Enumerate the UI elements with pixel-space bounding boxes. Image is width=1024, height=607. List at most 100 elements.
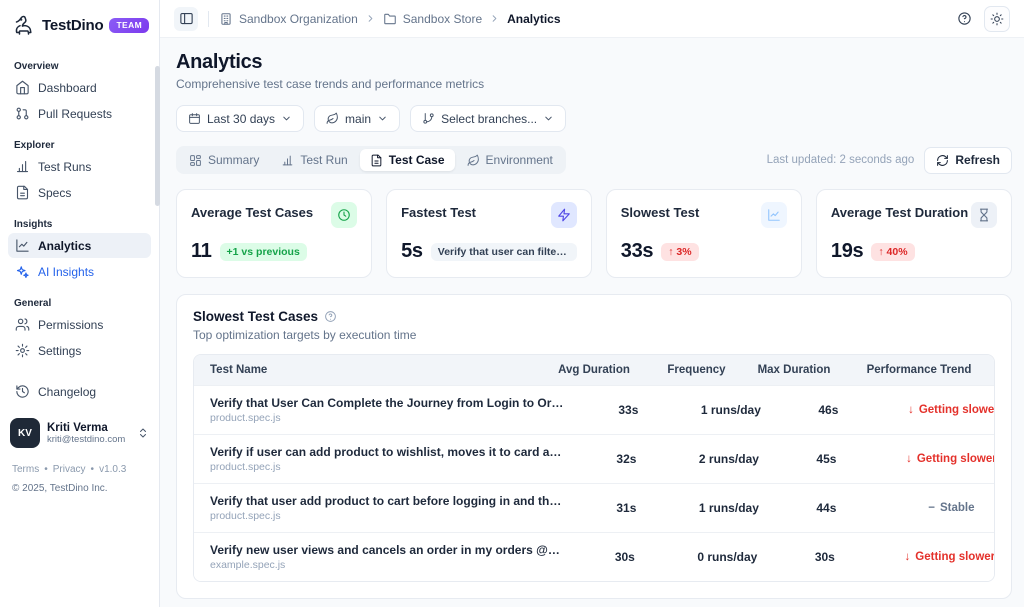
dot-separator: •	[90, 464, 95, 475]
brand-row[interactable]: TestDino TEAM	[0, 0, 159, 47]
table-row[interactable]: Verify new user views and cancels an ord…	[194, 532, 994, 581]
gear-icon	[15, 343, 30, 358]
tab-test-run[interactable]: Test Run	[271, 149, 357, 171]
frequency: 2 runs/day	[698, 452, 759, 466]
brand-name: TestDino	[42, 16, 104, 34]
page-title: Analytics	[176, 51, 263, 73]
user-name: Kriti Verma	[47, 421, 108, 434]
help-circle-icon[interactable]	[324, 310, 337, 323]
breadcrumb-org-label: Sandbox Organization	[239, 11, 358, 26]
stat-card-badge: ↑ 40%	[871, 242, 915, 261]
test-name: Verify if user can add product to wishli…	[210, 445, 562, 459]
privacy-link[interactable]: Privacy	[52, 464, 86, 475]
column-test-name: Test Name	[210, 364, 268, 376]
breadcrumb-org[interactable]: Sandbox Organization	[219, 12, 358, 26]
environment-filter[interactable]: main	[314, 105, 401, 132]
sidebar-item-label: Settings	[38, 343, 82, 358]
sidebar-item-label: Test Runs	[38, 159, 92, 174]
stat-card-title: Average Test Duration	[830, 205, 969, 220]
user-email: kriti@testdino.com	[47, 433, 126, 445]
filter-bar: Last 30 days main Select branches...	[176, 105, 1012, 132]
stat-card-title: Slowest Test	[620, 205, 700, 220]
slowest-test-cases-card: Slowest Test Cases Top optimization targ…	[176, 294, 1012, 599]
team-badge: TEAM	[109, 17, 150, 33]
sidebar-item-ai-insights[interactable]: AI Insights	[8, 259, 151, 284]
section-label-overview: Overview	[14, 61, 59, 72]
stat-card-value: 5s	[401, 240, 423, 262]
table-title: Slowest Test Cases	[193, 309, 319, 324]
environment-value: main	[345, 111, 372, 126]
table-row[interactable]: Verify that user add product to cart bef…	[194, 483, 994, 532]
section-label-general: General	[14, 298, 52, 309]
calendar-icon	[188, 112, 201, 125]
leaf-icon	[467, 154, 480, 167]
avg-duration: 33s	[618, 403, 639, 417]
tab-test-case[interactable]: Test Case	[359, 149, 455, 171]
table-subtitle: Top optimization targets by execution ti…	[193, 328, 417, 342]
trend-arrow-icon: ↓	[904, 551, 911, 563]
table-row[interactable]: Verify if user can add product to wishli…	[194, 434, 994, 483]
user-menu[interactable]: KV Kriti Verma kriti@testdino.com	[10, 418, 149, 448]
users-icon	[15, 317, 30, 332]
leaf-icon	[326, 112, 339, 125]
trend-label: Getting slower	[918, 404, 995, 416]
clock-icon	[331, 202, 358, 228]
content: Analytics Comprehensive test case trends…	[160, 38, 1024, 607]
sidebar-item-pull-requests[interactable]: Pull Requests	[8, 101, 151, 126]
frequency: 1 runs/day	[700, 403, 761, 417]
max-duration: 44s	[816, 501, 837, 515]
performance-trend: ↓ Getting slower	[876, 453, 994, 465]
history-icon	[15, 384, 30, 399]
sidebar-item-test-runs[interactable]: Test Runs	[8, 154, 151, 179]
scrollbar-thumb[interactable]	[155, 66, 160, 206]
spec-file: product.spec.js	[210, 510, 281, 522]
performance-trend: − Stable	[876, 502, 994, 514]
topbar: Sandbox Organization Sandbox Store Analy…	[160, 0, 1024, 38]
bar-chart-icon	[15, 159, 30, 174]
sidebar-toggle-button[interactable]	[174, 6, 198, 31]
avatar: KV	[10, 418, 40, 448]
sidebar-item-changelog[interactable]: Changelog	[8, 379, 151, 404]
divider	[208, 10, 209, 27]
breadcrumb-project[interactable]: Sandbox Store	[383, 12, 482, 26]
stat-card-slowest-test: Slowest Test 33s ↑ 3%	[605, 189, 802, 278]
bar-chart-icon	[281, 154, 294, 167]
column-avg-duration: Avg Duration	[558, 364, 630, 376]
refresh-label: Refresh	[955, 153, 1000, 167]
tab-summary[interactable]: Summary	[179, 149, 269, 171]
chevron-right-icon	[365, 13, 376, 24]
avg-duration: 31s	[616, 501, 637, 515]
sidebar-item-dashboard[interactable]: Dashboard	[8, 75, 151, 100]
tab-label: Environment	[485, 153, 553, 167]
refresh-button[interactable]: Refresh	[924, 146, 1012, 174]
sidebar-item-permissions[interactable]: Permissions	[8, 312, 151, 337]
git-branch-icon	[422, 112, 435, 125]
stat-cards: Average Test Cases 11 +1 vs previous Fas…	[176, 189, 1012, 278]
sidebar-item-label: AI Insights	[38, 264, 95, 279]
sidebar-footer: Terms • Privacy • v1.0.3 © 2025, TestDin…	[12, 464, 147, 494]
frequency: 0 runs/day	[697, 550, 758, 564]
help-button[interactable]	[952, 7, 976, 31]
frequency: 1 runs/day	[698, 501, 759, 515]
stat-card-title: Average Test Cases	[191, 205, 314, 220]
table-row[interactable]: Verify that User Can Complete the Journe…	[194, 385, 994, 434]
chevrons-up-down-icon	[137, 427, 149, 439]
column-performance-trend: Performance Trend	[866, 364, 972, 376]
sidebar-item-analytics[interactable]: Analytics	[8, 233, 151, 258]
tab-environment[interactable]: Environment	[457, 149, 563, 171]
hourglass-icon	[970, 202, 997, 228]
last-updated-text: Last updated: 2 seconds ago	[766, 154, 915, 166]
document-icon	[370, 154, 383, 167]
date-range-filter[interactable]: Last 30 days	[176, 105, 305, 132]
terms-link[interactable]: Terms	[12, 464, 40, 475]
branches-filter[interactable]: Select branches...	[410, 105, 567, 132]
sidebar-item-settings[interactable]: Settings	[8, 338, 151, 363]
theme-toggle-button[interactable]	[984, 5, 1010, 32]
document-icon	[15, 185, 30, 200]
tab-label: Test Run	[300, 153, 348, 167]
test-name: Verify new user views and cancels an ord…	[210, 543, 560, 557]
sidebar-item-specs[interactable]: Specs	[8, 180, 151, 205]
slowest-tests-table: Test Name Avg Duration Frequency Max Dur…	[193, 354, 995, 582]
table-header-row: Test Name Avg Duration Frequency Max Dur…	[194, 355, 994, 385]
refresh-icon	[936, 154, 949, 167]
